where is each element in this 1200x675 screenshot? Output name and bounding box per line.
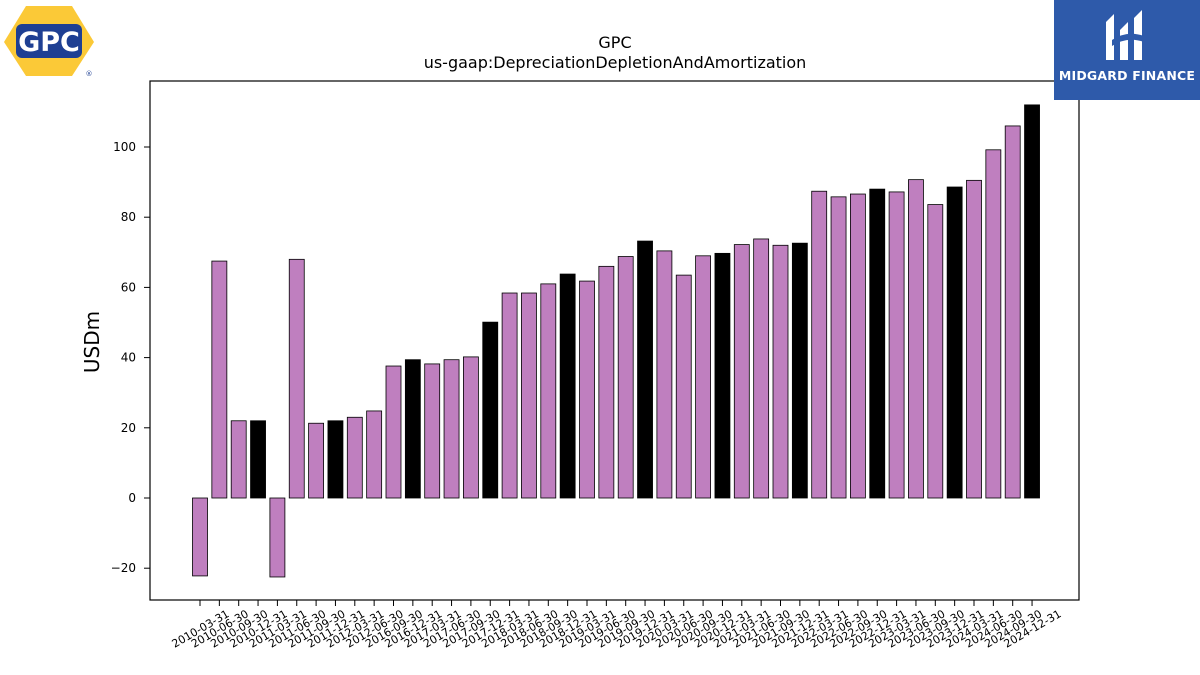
bar-2011-09-30 xyxy=(308,422,325,499)
bar-2011-06-30 xyxy=(288,258,305,499)
bar-2012-03-31 xyxy=(346,416,363,499)
gpc-logo-registered: ® xyxy=(86,70,93,78)
bar-2017-03-31 xyxy=(424,363,441,499)
bar-2017-12-31 xyxy=(482,321,499,499)
bar-2010-03-31 xyxy=(192,497,208,577)
bars-group xyxy=(192,104,1040,578)
chart-title: GPC xyxy=(598,33,631,52)
bar-2012-06-30 xyxy=(366,410,383,499)
bar-2021-09-30 xyxy=(772,244,789,499)
y-tick-label-20: 20 xyxy=(121,421,136,435)
y-axis-label: USDm xyxy=(80,311,104,373)
midgard-logo-text: MIDGARD FINANCE xyxy=(1058,68,1196,83)
y-tick-label-0: 0 xyxy=(128,491,136,505)
bar-2020-12-31 xyxy=(714,252,731,499)
bar-2020-09-30 xyxy=(695,255,711,499)
bar-2023-03-31 xyxy=(888,191,905,499)
bar-2021-12-31 xyxy=(791,242,808,499)
bar-2018-12-31 xyxy=(559,273,576,499)
chart-subtitle: us-gaap:DepreciationDepletionAndAmortiza… xyxy=(424,53,807,72)
y-tick-label-100: 100 xyxy=(113,140,136,154)
plot-frame xyxy=(149,80,1080,601)
bar-2017-06-30 xyxy=(443,359,460,499)
bar-2011-12-31 xyxy=(327,420,344,499)
bar-2020-06-30 xyxy=(675,274,692,499)
bar-2024-09-30 xyxy=(1004,125,1021,499)
y-tick-label--20: −20 xyxy=(111,561,136,575)
y-tick-label-60: 60 xyxy=(121,280,136,294)
x-axis: 2010-03-312010-06-302010-09-302010-12-31… xyxy=(170,600,1064,651)
bar-2011-03-31 xyxy=(269,497,286,578)
bar-2023-12-31 xyxy=(946,186,963,499)
bar-2022-03-31 xyxy=(811,190,828,499)
gpc-logo-band xyxy=(16,24,82,58)
bar-2016-12-31 xyxy=(404,359,421,499)
bar-2019-09-30 xyxy=(617,256,634,499)
gpc-logo-text: GPC xyxy=(18,27,80,58)
bar-2010-06-30 xyxy=(211,260,228,499)
bar-2022-09-30 xyxy=(850,193,866,499)
bar-2024-12-31 xyxy=(1024,104,1040,499)
bar-2020-03-31 xyxy=(656,250,673,499)
bar-2022-12-31 xyxy=(869,188,886,499)
y-tick-label-80: 80 xyxy=(121,210,136,224)
bar-2022-06-30 xyxy=(830,196,847,499)
bar-2016-09-30 xyxy=(385,365,402,499)
bar-2018-09-30 xyxy=(540,283,557,499)
bar-2019-03-31 xyxy=(579,280,595,499)
bar-2024-06-30 xyxy=(985,149,1002,499)
bar-2023-06-30 xyxy=(908,179,924,499)
bar-2017-09-30 xyxy=(462,356,479,499)
bar-2018-06-30 xyxy=(521,292,537,499)
bar-2010-12-31 xyxy=(250,420,266,499)
midgard-emblem-icon xyxy=(1106,10,1144,60)
midgard-finance-logo: MIDGARD FINANCE xyxy=(1054,0,1200,100)
y-axis: −20 0 20 40 60 80 100 xyxy=(111,140,150,575)
bar-2023-09-30 xyxy=(927,204,944,499)
bar-2021-06-30 xyxy=(753,238,770,499)
y-tick-label-40: 40 xyxy=(121,351,136,365)
bar-2018-03-31 xyxy=(501,292,518,499)
gpc-logo: GPC ® xyxy=(4,6,94,78)
bar-2021-03-31 xyxy=(733,244,750,499)
bar-2019-12-31 xyxy=(637,240,653,499)
bar-2010-09-30 xyxy=(230,420,247,499)
bar-2024-03-31 xyxy=(966,179,982,499)
bar-2019-06-30 xyxy=(598,265,615,499)
